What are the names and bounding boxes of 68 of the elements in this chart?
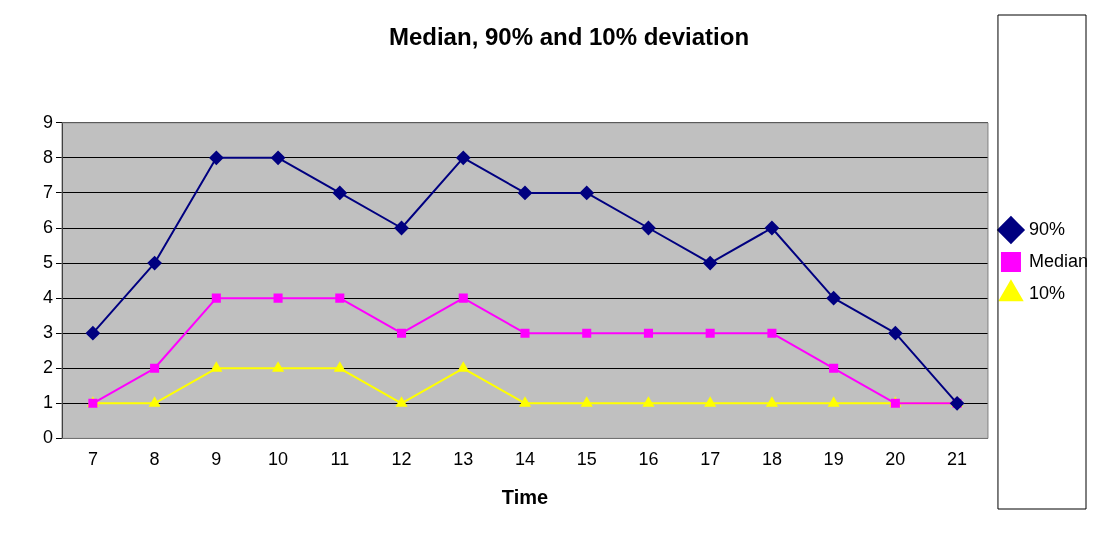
- point: [643, 397, 654, 407]
- y-tick-label: 9: [43, 111, 54, 132]
- point: [520, 328, 530, 338]
- point: [767, 328, 777, 338]
- y-tick-label: 1: [43, 392, 54, 413]
- y-tick-label: 8: [43, 146, 54, 167]
- point: [458, 293, 468, 303]
- x-axis-title: Time: [501, 485, 549, 508]
- y-tick-label: 5: [43, 252, 54, 273]
- point: [579, 185, 594, 200]
- y-tick-label: 6: [43, 216, 54, 237]
- point: [582, 328, 592, 338]
- x-tick-label: 20: [885, 449, 906, 470]
- point: [396, 397, 407, 407]
- x-tick-label: 19: [823, 449, 844, 470]
- y-tick-label: 3: [43, 322, 54, 343]
- x-tick-label: 7: [87, 449, 98, 470]
- point: [334, 362, 346, 372]
- point: [211, 362, 222, 372]
- x-tick-label: 10: [268, 449, 289, 470]
- y-tick-label: 0: [43, 427, 54, 448]
- point: [85, 326, 100, 341]
- legend-label: 90%: [1028, 218, 1065, 239]
- point: [271, 150, 286, 165]
- y-tick-label: 2: [43, 357, 54, 378]
- x-tick-label: 17: [700, 449, 721, 470]
- x-tick-label: 16: [638, 449, 659, 470]
- x-tick-label: 9: [211, 449, 222, 470]
- point: [705, 328, 715, 338]
- point: [828, 397, 839, 407]
- point: [394, 221, 409, 235]
- point: [396, 328, 407, 338]
- y-tick-label: 7: [43, 181, 54, 202]
- point: [829, 363, 839, 373]
- point: [643, 328, 653, 338]
- point: [457, 362, 469, 372]
- point: [517, 185, 532, 200]
- point: [581, 397, 593, 407]
- x-tick-label: 18: [761, 449, 782, 470]
- point: [519, 397, 531, 407]
- x-tick-label: 21: [947, 449, 968, 470]
- point: [150, 363, 160, 373]
- point: [211, 293, 221, 303]
- point: [641, 221, 656, 235]
- point: [273, 293, 283, 303]
- x-tick-label: 11: [330, 449, 350, 470]
- x-tick-label: 13: [453, 449, 474, 470]
- point: [826, 291, 841, 306]
- legend-label: Median: [1028, 250, 1089, 271]
- point: [335, 293, 345, 303]
- point: [332, 185, 347, 200]
- x-tick-label: 8: [149, 449, 160, 470]
- chart-title: Median, 90% and 10% deviation: [388, 23, 750, 51]
- point: [704, 397, 716, 407]
- x-tick-label: 14: [514, 449, 535, 470]
- point: [149, 397, 160, 407]
- point: [272, 362, 284, 372]
- point: [766, 397, 778, 407]
- x-tick-label: 12: [391, 449, 412, 470]
- point: [147, 256, 162, 271]
- x-tick-label: 15: [576, 449, 597, 470]
- legend-label: 10%: [1028, 282, 1065, 303]
- point: [888, 326, 903, 341]
- point: [764, 221, 779, 235]
- y-tick-label: 4: [43, 287, 54, 308]
- point: [703, 256, 718, 271]
- point: [456, 150, 471, 165]
- point: [209, 150, 224, 165]
